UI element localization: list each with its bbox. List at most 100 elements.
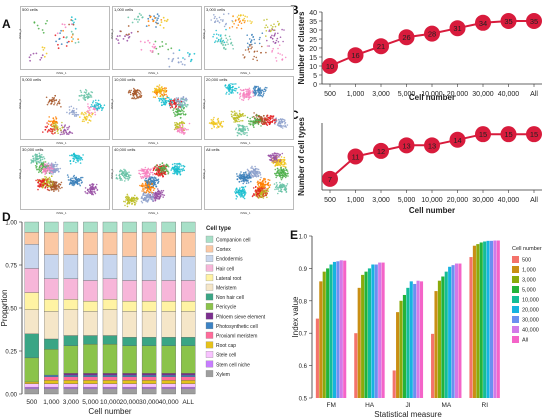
tsne-point <box>162 172 164 175</box>
tsne-point <box>242 175 245 178</box>
tsne-point <box>126 205 129 208</box>
tsne-point <box>79 89 82 92</box>
bar-segment <box>63 299 79 310</box>
tsne-point <box>149 177 152 180</box>
tsne-point <box>231 115 233 118</box>
tsne-point <box>251 116 254 118</box>
tsne-point <box>115 38 118 40</box>
tsne-point <box>228 90 230 92</box>
bar-segment <box>141 232 157 257</box>
tsne-point <box>267 190 269 192</box>
legend-label: Pericycle <box>216 305 237 311</box>
tsne-point <box>264 181 267 183</box>
tsne-point <box>74 181 77 183</box>
tsne-point <box>256 173 259 176</box>
tsne-point <box>183 127 185 129</box>
tsne-point <box>149 179 151 181</box>
tsne-point <box>279 190 282 192</box>
tsne-point <box>94 104 96 106</box>
tsne-point <box>240 191 243 193</box>
tsne-point <box>251 165 253 168</box>
bar-segment <box>141 256 157 281</box>
tsne-point <box>50 130 52 133</box>
tsne-point <box>145 180 147 183</box>
tsne-point <box>155 26 157 28</box>
bar-segment <box>24 309 39 334</box>
tsne-point <box>139 40 142 43</box>
tsne-point <box>275 155 277 158</box>
tsne-point <box>51 167 54 170</box>
tsne-point <box>238 86 240 89</box>
tsne-point <box>34 153 37 156</box>
tsne-point <box>240 22 243 25</box>
tsne-point <box>146 188 149 190</box>
tsne-point <box>236 175 239 177</box>
tsne-point <box>38 171 40 174</box>
tsne-point <box>152 20 155 23</box>
tsne-point <box>173 111 175 114</box>
tsne-point <box>49 99 51 101</box>
tsne-point <box>150 180 152 182</box>
tsne-point <box>222 43 224 46</box>
tsne-point <box>235 127 238 130</box>
tsne-point <box>51 132 53 134</box>
tsne-point <box>79 159 82 161</box>
tsne-point <box>275 39 278 42</box>
tsne-point <box>213 33 215 36</box>
tsne-point <box>172 57 175 60</box>
bar-segment <box>63 374 79 377</box>
tsne-point <box>248 51 251 53</box>
tsne-point <box>87 190 90 193</box>
bar-segment <box>161 300 176 312</box>
tsne-point <box>247 182 250 184</box>
tsne-point <box>162 98 165 100</box>
tsne-point <box>42 156 45 158</box>
tsne-point <box>147 170 149 173</box>
tsne-point <box>84 190 86 193</box>
tsne-point <box>264 90 266 93</box>
tsne-point <box>166 100 169 102</box>
tsne-point <box>264 189 267 192</box>
tsne-point <box>272 154 274 157</box>
tsne-point <box>66 126 68 129</box>
tsne-point <box>161 100 164 102</box>
tsne-point <box>55 40 57 43</box>
tsne-point <box>174 126 177 129</box>
legend-label: Endodermis <box>216 257 243 263</box>
legend-swatch <box>512 266 519 273</box>
tsne-point <box>143 186 145 188</box>
tsne-point <box>54 102 56 104</box>
tsne-point <box>138 172 140 175</box>
tsne-plot-title: 3,000 cells <box>206 7 226 12</box>
tsne-point <box>258 121 260 123</box>
y-axis-title: Number of clusters <box>297 11 306 84</box>
tsne-point <box>165 87 167 89</box>
tsne-point <box>284 167 287 169</box>
bar-segment <box>63 386 79 389</box>
tsne-point <box>59 32 61 34</box>
tsne-point <box>82 113 84 115</box>
tsne-point <box>253 112 255 114</box>
data-label: 34 <box>479 19 487 28</box>
tsne-point <box>281 121 283 124</box>
tsne-point <box>262 191 264 194</box>
tsne-point <box>144 175 147 178</box>
tsne-point <box>224 44 227 46</box>
tsne-point <box>50 180 52 182</box>
tsne-point <box>261 120 264 123</box>
tsne-point <box>183 129 185 131</box>
tsne-point <box>188 53 191 56</box>
tsne-point <box>144 166 147 169</box>
tsne-point <box>241 186 243 188</box>
tsne-point <box>54 170 57 173</box>
legend-label: Phloem sieve element <box>216 314 266 320</box>
tsne-point <box>280 169 283 172</box>
tsne-point <box>282 184 285 187</box>
tsne-point <box>278 190 280 192</box>
tsne-point <box>119 35 121 37</box>
tsne-point <box>116 35 119 38</box>
tsne-point <box>237 14 240 17</box>
x-tick-label: 10,000 <box>421 197 443 204</box>
tsne-point <box>92 193 94 196</box>
tsne-point <box>55 169 58 171</box>
